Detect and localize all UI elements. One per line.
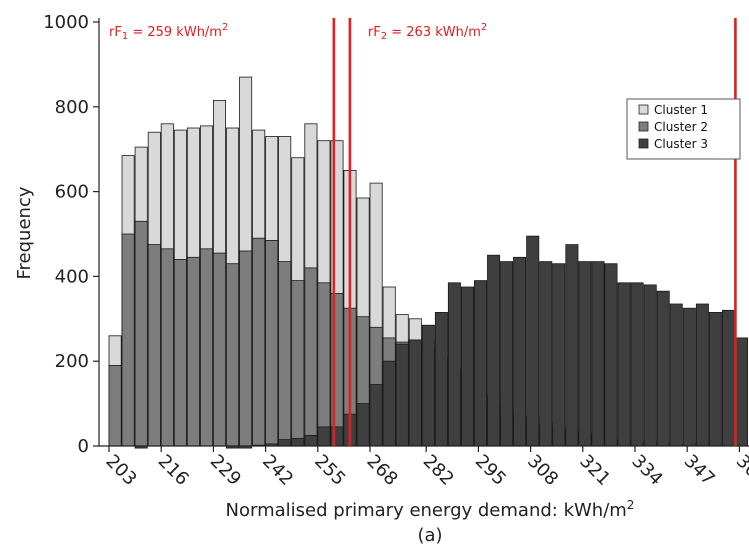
x-tick-label: 203: [101, 451, 140, 490]
bar-series-2: [199, 248, 213, 447]
bar-series-3: [395, 343, 409, 447]
bar-series-3: [735, 337, 749, 447]
bar-series-3: [552, 263, 566, 447]
legend-label-2: Cluster 2: [654, 120, 708, 134]
bar-series-3: [421, 324, 435, 447]
legend-swatch-2: [638, 121, 649, 132]
bar-series-3: [617, 282, 631, 447]
bar-series-3: [356, 403, 370, 447]
bar-series-3: [722, 309, 736, 447]
x-tick-label: 229: [206, 451, 245, 490]
bar-series-3: [695, 303, 709, 447]
x-tick-label: 321: [575, 451, 614, 490]
bar-series-3: [434, 311, 448, 447]
x-tick-label: 216: [154, 451, 193, 490]
bar-series-3: [630, 282, 644, 447]
bar-series-3: [304, 434, 318, 447]
x-tick-label: 347: [680, 451, 719, 490]
bar-series-2: [317, 282, 331, 447]
bar-series-3: [591, 261, 605, 447]
bar-series-2: [225, 263, 239, 447]
y-tick-label: 600: [55, 182, 89, 203]
bar-series-3: [369, 384, 383, 447]
threshold-label-2: rF2 = 263 kWh/m2: [368, 22, 487, 42]
x-axis-title: Normalised primary energy demand: kWh/m2: [226, 498, 635, 521]
y-tick-label: 0: [78, 436, 89, 457]
bar-series-2: [265, 239, 279, 447]
bar-series-2: [160, 248, 174, 447]
y-tick-label: 1000: [43, 12, 89, 33]
bar-series-3: [643, 284, 657, 447]
bar-series-3: [513, 256, 527, 447]
bar-series-3: [487, 254, 501, 447]
legend-swatch-1: [638, 104, 649, 115]
bar-series-3: [447, 282, 461, 447]
y-axis-title: Frequency: [14, 186, 35, 279]
bar-series-3: [408, 339, 422, 447]
bar-series-3: [317, 426, 331, 447]
chart-caption: (a): [417, 525, 442, 546]
legend: Cluster 1 Cluster 2 Cluster 3: [626, 98, 741, 160]
bar-series-3: [565, 244, 579, 447]
x-tick-label: 308: [523, 451, 562, 490]
bar-series-2: [147, 244, 161, 447]
bar-series-2: [134, 220, 148, 447]
bar-series-3: [669, 303, 683, 447]
x-tick-label: 268: [362, 451, 401, 490]
bar-series-3: [382, 360, 396, 447]
bars-layer: [108, 76, 749, 449]
bar-series-3: [460, 286, 474, 447]
x-tick-label: 242: [258, 451, 297, 490]
bar-series-2: [173, 258, 187, 447]
y-tick-label: 400: [55, 266, 89, 287]
bar-series-2: [239, 250, 253, 447]
bar-series-2: [278, 261, 292, 447]
bar-series-3: [500, 261, 514, 447]
x-tick-label: 255: [310, 451, 349, 490]
bar-series-3: [656, 290, 670, 447]
bar-series-2: [212, 252, 226, 447]
bar-series-3: [473, 280, 487, 447]
y-tick-label: 200: [55, 351, 89, 372]
bar-series-3: [682, 307, 696, 447]
series-3: [134, 235, 749, 449]
bar-series-3: [539, 261, 553, 447]
x-tick-label: 295: [471, 451, 510, 490]
bar-series-3: [526, 235, 540, 447]
axes-layer: 0 200 400 600 800 1000 203 216 229 242 255 268 282 29…: [43, 12, 749, 490]
bar-series-3: [604, 263, 618, 447]
bar-series-3: [708, 311, 722, 447]
x-tick-label: 334: [627, 451, 666, 490]
bar-series-2: [291, 280, 305, 447]
legend-swatch-3: [638, 138, 649, 149]
bar-series-2: [304, 267, 318, 447]
bar-series-3: [578, 261, 592, 447]
bar-series-2: [121, 233, 135, 447]
legend-label-3: Cluster 3: [654, 137, 708, 151]
bar-series-2: [186, 256, 200, 447]
bar-series-2: [108, 364, 122, 447]
bar-series-3: [278, 439, 292, 447]
x-axis-title-sup: 2: [627, 498, 635, 512]
y-tick-label: 800: [55, 97, 89, 118]
x-tick-label: 282: [419, 451, 458, 490]
bar-series-3: [291, 437, 305, 447]
x-axis-title-main: Normalised primary energy demand: kWh/m: [226, 500, 627, 521]
bar-series-2: [252, 237, 266, 447]
threshold-label-1: rF1 = 259 kWh/m2: [109, 22, 228, 42]
x-tick-label: 360: [732, 451, 749, 490]
legend-label-1: Cluster 1: [654, 103, 708, 117]
